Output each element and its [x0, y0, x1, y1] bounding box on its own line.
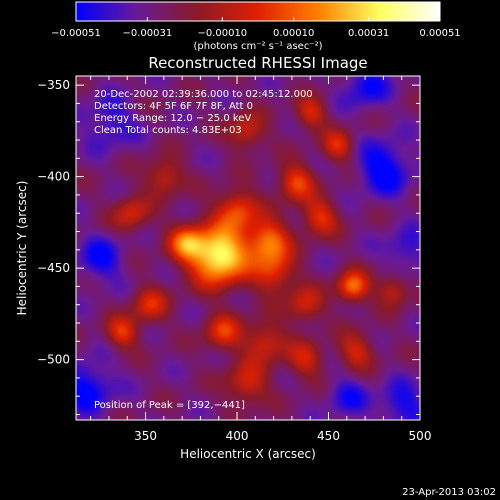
y-axis-label: Heliocentric Y (arcsec) [15, 181, 29, 316]
x-tick-label: 450 [317, 429, 340, 443]
y-tick-label: −350 [37, 78, 70, 92]
y-tick-label: −400 [37, 170, 70, 184]
colorbar-tick-label: 0.00010 [273, 28, 314, 39]
annotation-detectors: Detectors: 4F 5F 6F 7F 8F, Att 0 [94, 101, 253, 112]
colorbar-tick-label: 0.00031 [348, 28, 389, 39]
x-tick-label: 400 [226, 429, 249, 443]
annotation-clean: Clean Total counts: 4.83E+03 [94, 125, 242, 136]
annotation-time: 20-Dec-2002 02:39:36.000 to 02:45:12.000 [94, 89, 313, 100]
colorbar-tick-label: −0.00051 [51, 28, 101, 39]
x-axis-label: Heliocentric X (arcsec) [180, 447, 316, 461]
annotation-energy: Energy Range: 12.0 − 25.0 keV [94, 113, 251, 124]
footer-timestamp: 23-Apr-2013 03:02 [402, 487, 496, 498]
y-tick-label: −500 [37, 353, 70, 367]
plot-frame [75, 75, 421, 421]
colorbar-ticks: −0.00051 −0.00031 −0.00010 0.00010 0.00031 0.… [51, 17, 461, 39]
x-tick-label: 500 [409, 429, 432, 443]
chart-title: Reconstructed RHESSI Image [148, 54, 367, 72]
x-axis: 350 400 450 500 [90, 76, 432, 443]
colorbar-tick-label: −0.00031 [123, 28, 173, 39]
y-tick-label: −450 [37, 261, 70, 275]
heatmap-canvas [76, 76, 420, 420]
annotation-peak: Position of Peak = [392,−441] [94, 400, 245, 411]
colorbar-unit-label: (photons cm⁻² s⁻¹ asec⁻²) [193, 41, 322, 52]
colorbar [75, 1, 441, 22]
y-axis: −350 −400 −450 −500 [37, 78, 420, 416]
colorbar-tick-label: −0.00010 [197, 28, 247, 39]
colorbar-tick-label: 0.00051 [419, 28, 460, 39]
x-tick-label: 350 [134, 429, 157, 443]
heatmap-image [76, 76, 420, 420]
